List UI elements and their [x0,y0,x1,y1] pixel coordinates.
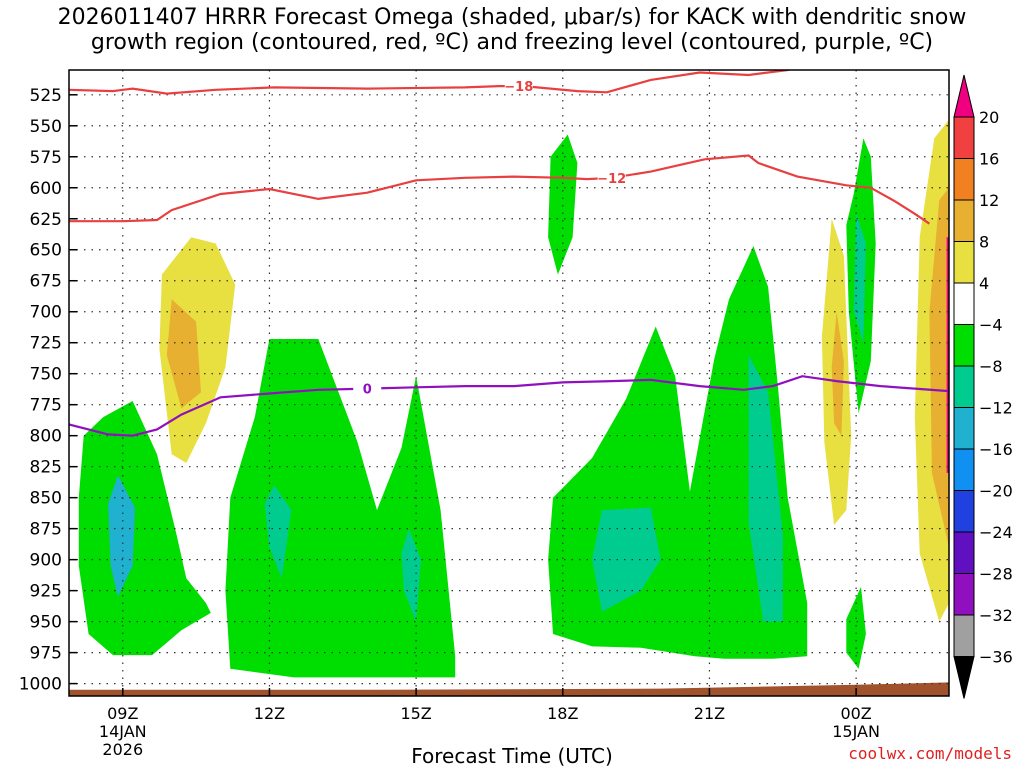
y-tick-label: 950 [30,613,62,633]
isotherm-line--18 [69,70,792,95]
colorbar-label: −32 [979,606,1013,625]
y-tick-label: 750 [30,365,62,385]
colorbar-label: −36 [979,648,1013,667]
x-tick-label: 15Z [400,704,431,723]
colorbar-label: 4 [979,274,989,293]
x-tick-label: 00Z [840,704,871,723]
title-line-1: 2026011407 HRRR Forecast Omega (shaded, … [57,5,967,30]
x-tick-label: 18Z [547,704,578,723]
colorbar-label: 20 [979,108,999,127]
omega-region-8 [748,355,783,622]
omega-region-3 [264,485,292,579]
colorbar-band [953,448,975,491]
colorbar-label: −12 [979,399,1013,418]
colorbar-band [953,282,975,325]
y-tick-label: 600 [30,179,62,199]
contour-label-bg [504,78,533,94]
y-tick-label: 875 [30,520,62,540]
y-tick-label: 700 [30,303,62,323]
omega-shading [69,119,949,696]
colorbar-band [953,573,975,616]
contour-label-bg [353,380,382,396]
y-tick-label: 775 [30,396,62,416]
colorbar-band [953,158,975,201]
colorbar-band [953,116,975,159]
omega-region-17 [929,187,949,548]
y-tick-label: 825 [30,458,62,478]
plot-frame [68,69,950,697]
y-tick-label: 625 [30,210,62,230]
isotherm-line--12 [69,154,931,225]
colorbar-band [953,407,975,450]
y-tick-label: 525 [30,86,62,106]
colorbar-band [953,241,975,284]
omega-region-15 [846,586,866,669]
omega-region-0 [78,401,211,656]
y-tick-label: 650 [30,241,62,261]
colorbar-label: −8 [979,357,1003,376]
contour-label-0: 0 [363,383,372,398]
colorbar-band [953,365,975,408]
colorbar-cap-top [953,74,975,118]
omega-region-14 [853,212,866,343]
colorbar-label: 8 [979,233,989,252]
colorbar-label: −28 [979,565,1013,584]
omega-region-2 [225,339,456,678]
colorbar-band [953,324,975,367]
y-tick-label: 850 [30,489,62,509]
colorbar-label: −4 [979,316,1003,335]
omega-region-10 [166,299,201,409]
colorbar-band [953,199,975,242]
x-axis-label: Forecast Time (UTC) [411,744,613,768]
colorbar: 20 16 12 8 4 −4 −8 −12 −16 −20 −24 −28 −32 −36 [953,74,1013,699]
colorbar-band [953,614,975,657]
ground-surface [69,682,949,696]
contour-label--12: −12 [597,172,626,187]
chart-title: 2026011407 HRRR Forecast Omega (shaded, … [0,5,1024,55]
x-tick-label: 12Z [254,704,285,723]
y-tick-label: 575 [30,148,62,168]
omega-region-5 [548,134,578,275]
colorbar-label: 12 [979,191,999,210]
y-tick-label: 800 [30,427,62,447]
x-tick-date: 14JAN [99,722,147,741]
title-line-2: growth region (contoured, red, ºC) and f… [90,30,934,55]
y-tick-label: 1000 [19,675,62,695]
y-tick-label: 675 [30,272,62,292]
credit-text: coolwx.com/models [848,744,1012,763]
contour-lines: −18 −12 0 [69,70,949,437]
x-tick-label: 21Z [694,704,725,723]
colorbar-label: 16 [979,150,999,169]
omega-region-4 [401,528,421,622]
pressure-axis: 525 550 575 600 625 650 675 700 725 750 775 800 825 8… [19,86,77,695]
plot-border [68,69,950,697]
colorbar-band [953,490,975,533]
contour-label--18: −18 [504,80,533,95]
colorbar-cap-bottom [953,656,975,699]
x-tick-label: 09Z [107,704,138,723]
contour-label-bg [597,169,626,185]
y-tick-label: 975 [30,644,62,664]
colorbar-label: −16 [979,440,1013,459]
colorbar-label: −20 [979,482,1013,501]
isotherm-line-0 [69,375,949,437]
y-tick-label: 900 [30,551,62,571]
x-tick-date: 15JAN [832,722,880,741]
y-tick-label: 725 [30,334,62,354]
y-tick-label: 925 [30,582,62,602]
omega-region-7 [592,507,661,612]
colorbar-band [953,531,975,574]
x-tick-year: 2026 [102,740,143,759]
colorbar-label: −24 [979,523,1013,542]
y-tick-label: 550 [30,117,62,137]
omega-region-1 [108,475,135,597]
